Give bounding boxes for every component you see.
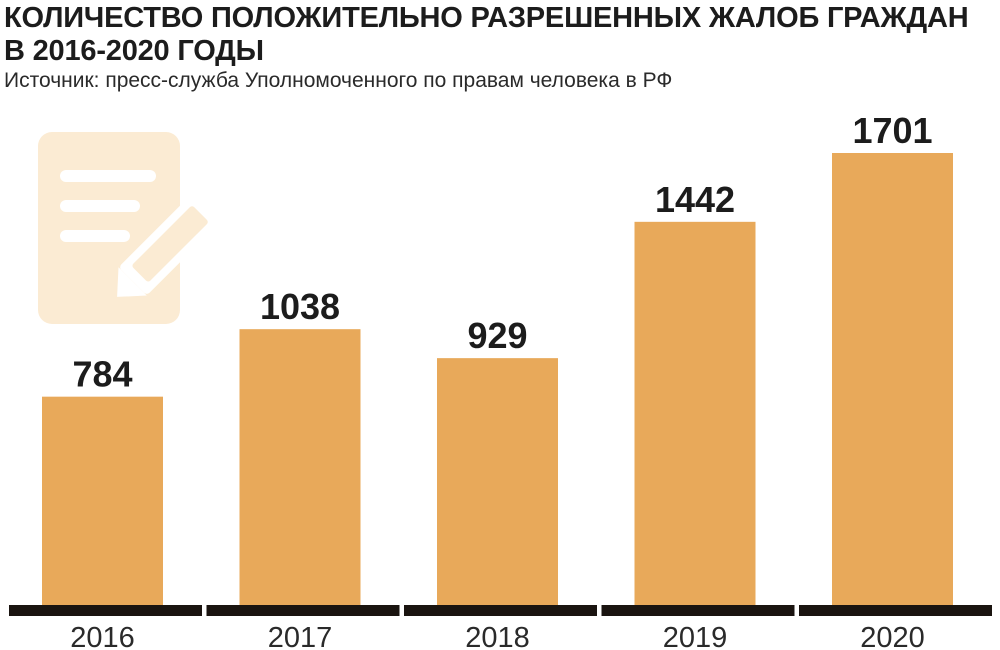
- bar-2016: [42, 396, 163, 605]
- bar-2019: [634, 221, 756, 605]
- value-label-2017: 1038: [260, 286, 340, 327]
- baseline-segment-2019: [601, 605, 795, 616]
- x-tick-label-2016: 2016: [70, 622, 135, 650]
- chart-subtitle: Источник: пресс-служба Уполномоченного п…: [4, 69, 673, 92]
- bar-2018: [437, 358, 558, 605]
- x-tick-labels-group: 2016 2017 2018 2019 2020: [70, 622, 925, 650]
- x-tick-label-2019: 2019: [663, 622, 728, 650]
- baseline-segment-2018: [404, 605, 597, 616]
- baseline-segment-2020: [799, 605, 992, 616]
- x-tick-label-2020: 2020: [860, 622, 925, 650]
- x-tick-label-2018: 2018: [465, 622, 530, 650]
- document-pen-icon: [38, 132, 219, 324]
- bars-group: [42, 153, 953, 605]
- value-label-2019: 1442: [655, 179, 735, 220]
- value-label-2018: 929: [467, 315, 527, 356]
- baseline-segment-2017: [206, 605, 400, 616]
- value-label-2020: 1701: [852, 110, 932, 151]
- baseline-segment-2016: [9, 605, 202, 616]
- x-tick-label-2017: 2017: [268, 622, 333, 650]
- bar-2017: [239, 329, 361, 605]
- chart-title: КОЛИЧЕСТВО ПОЛОЖИТЕЛЬНО РАЗРЕШЕННЫХ ЖАЛО…: [4, 2, 969, 67]
- baseline-segments-group: [9, 605, 992, 616]
- value-label-2016: 784: [72, 354, 132, 395]
- value-labels-group: 784 1038 929 1442 1701: [72, 110, 932, 395]
- bar-2020: [832, 153, 953, 605]
